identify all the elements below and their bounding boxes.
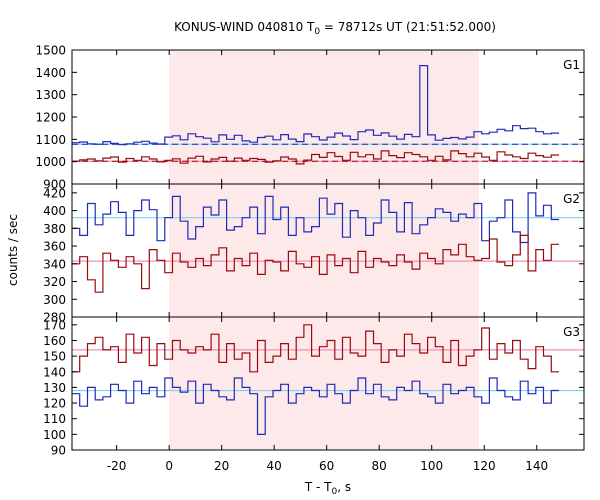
x-axis-label: T - T0, s [304, 480, 351, 497]
x-tick-label: 100 [420, 459, 443, 473]
G2-y-tick-label: 280 [43, 311, 66, 325]
G3-series-blue [72, 377, 559, 435]
G2-y-tick-label: 320 [43, 275, 66, 289]
G2-series-red [72, 234, 559, 293]
x-tick-label: 80 [372, 459, 387, 473]
x-tick-label: 120 [473, 459, 496, 473]
x-tick-label: -20 [107, 459, 127, 473]
chart-title: KONUS-WIND 040810 T0 = 78712s UT (21:51:… [174, 20, 496, 37]
G2-y-tick-label: 300 [43, 293, 66, 307]
G1-y-tick-label: 900 [43, 178, 66, 192]
x-tick-label: 20 [214, 459, 229, 473]
G1-series-blue [72, 65, 559, 146]
G3-y-tick-label: 160 [43, 334, 66, 348]
G3-y-tick-label: 120 [43, 397, 66, 411]
G1-y-tick-label: 1500 [35, 44, 66, 58]
G3-frame [71, 316, 585, 451]
G1-panel-label: G1 [563, 58, 580, 72]
G1-y-tick-label: 1300 [35, 88, 66, 102]
G3-series-red [72, 324, 559, 373]
G2-y-tick-label: 360 [43, 240, 66, 254]
G3-y-tick-label: 90 [51, 444, 66, 458]
G2-panel-label: G2 [563, 192, 580, 206]
x-tick-label: 140 [525, 459, 548, 473]
G2-y-tick-label: 400 [43, 204, 66, 218]
G2-y-tick-label: 380 [43, 222, 66, 236]
G1-y-tick-label: 1000 [35, 155, 66, 169]
y-axis-label: counts / sec [6, 214, 20, 286]
G3-y-tick-label: 130 [43, 381, 66, 395]
G3-y-tick-label: 150 [43, 350, 66, 364]
x-tick-label: 0 [165, 459, 173, 473]
G1-series-red [72, 150, 559, 165]
x-tick-label: 40 [267, 459, 282, 473]
G1-y-tick-label: 1400 [35, 66, 66, 80]
G3-y-tick-label: 170 [43, 318, 66, 332]
G3-panel-label: G3 [563, 325, 580, 339]
G2-y-tick-label: 420 [43, 186, 66, 200]
plot-area: 900100011001200130014001500G128030032034… [35, 44, 585, 473]
G2-y-tick-label: 340 [43, 257, 66, 271]
G1-y-tick-label: 1200 [35, 111, 66, 125]
G3-y-tick-label: 110 [43, 412, 66, 426]
G3-y-tick-label: 100 [43, 428, 66, 442]
G2-series-blue [72, 192, 559, 244]
G1-y-tick-label: 1100 [35, 133, 66, 147]
G3-y-tick-label: 140 [43, 365, 66, 379]
x-tick-label: 60 [319, 459, 334, 473]
